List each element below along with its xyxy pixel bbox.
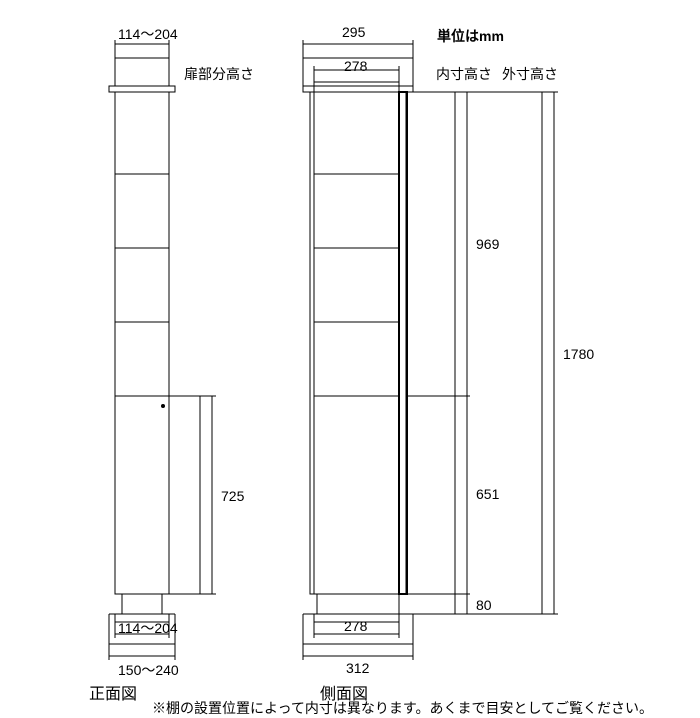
side-base-height: 80 xyxy=(476,597,492,613)
unit-label: 単位はmm xyxy=(437,26,504,46)
side-upper-height: 969 xyxy=(476,236,499,252)
side-outer-width-top: 295 xyxy=(342,24,365,40)
side-overall-height: 1780 xyxy=(563,346,594,362)
side-inner-width-bottom: 278 xyxy=(344,618,367,634)
front-inner-width-bottom: 114～204 xyxy=(118,618,178,638)
inner-height-label: 内寸高さ xyxy=(436,64,492,84)
front-door-height: 725 xyxy=(221,488,244,504)
front-outer-width: 150～240 xyxy=(118,660,179,680)
footnote: ※棚の設置位置によって内寸は異なります。あくまで目安としてご覧ください。 xyxy=(152,698,653,718)
door-height-label: 扉部分高さ xyxy=(184,64,254,84)
front-view-title: 正面図 xyxy=(89,680,137,704)
drawing-svg xyxy=(0,0,700,714)
side-outer-width-bottom: 312 xyxy=(346,660,369,676)
outer-height-label: 外寸高さ xyxy=(502,64,558,84)
front-inner-width-top: 114～204 xyxy=(118,24,178,44)
diagram-container: 単位はmm 114～204 扉部分高さ 295 278 内寸高さ 外寸高さ 72… xyxy=(0,0,700,714)
side-lower-height: 651 xyxy=(476,486,499,502)
side-inner-width-top: 278 xyxy=(344,58,367,74)
